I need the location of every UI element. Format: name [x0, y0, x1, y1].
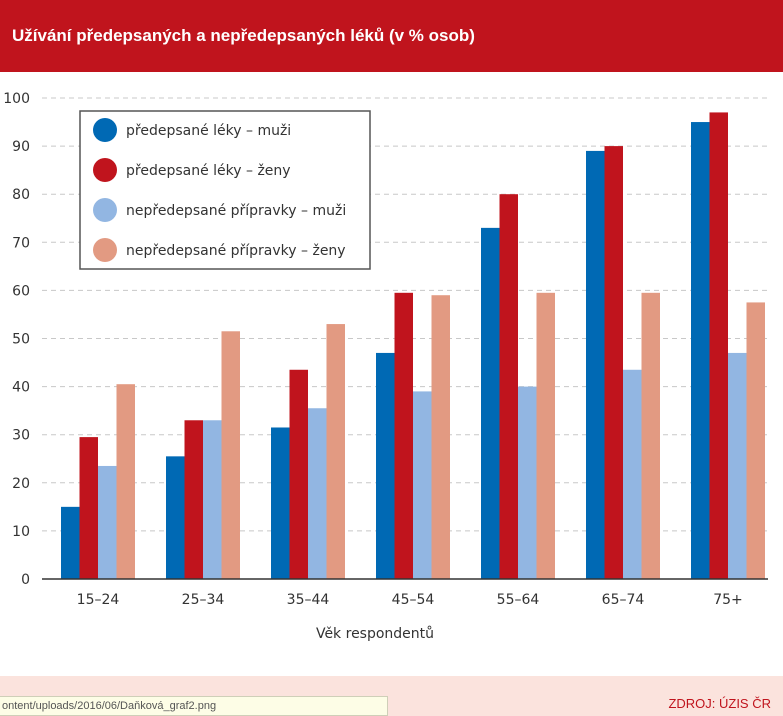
x-tick-label: 45–54: [392, 592, 435, 608]
y-tick-label: 100: [3, 91, 30, 107]
x-tick-label: 25–34: [182, 592, 225, 608]
bar: [326, 324, 345, 579]
bar: [431, 295, 450, 579]
legend-label: předepsané léky – ženy: [126, 163, 291, 179]
status-url: ontent/uploads/2016/06/Daňková_graf2.png: [2, 700, 217, 712]
x-axis-label: Věk respondentů: [316, 626, 434, 642]
x-tick-label: 75+: [713, 592, 743, 608]
bar: [709, 112, 728, 580]
bar: [746, 302, 765, 579]
bar: [61, 506, 80, 579]
bars: [61, 112, 765, 580]
legend-box: [79, 110, 371, 270]
y-tick-label: 10: [12, 524, 30, 540]
legend-swatch: [93, 158, 117, 182]
bar: [79, 437, 98, 579]
y-tick-label: 30: [12, 428, 30, 444]
y-tick-label: 20: [12, 476, 30, 492]
bar: [184, 420, 203, 579]
bar: [604, 146, 623, 579]
header-bar: Užívání předepsaných a nepředepsaných lé…: [0, 0, 783, 72]
y-tick-label: 90: [12, 139, 30, 155]
bar: [586, 150, 605, 579]
legend-label: předepsané léky – muži: [126, 123, 291, 139]
bar: [481, 227, 500, 579]
legend-swatch: [93, 198, 117, 222]
bar: [518, 386, 537, 579]
y-tick-label: 0: [21, 572, 30, 588]
bar: [308, 408, 327, 579]
bar: [166, 456, 185, 579]
x-tick-label: 65–74: [602, 592, 645, 608]
bar: [394, 292, 413, 579]
legend: předepsané léky – muži předepsané léky – …: [79, 110, 371, 270]
bar: [271, 427, 290, 579]
chart-title: Užívání předepsaných a nepředepsaných lé…: [12, 26, 475, 45]
bar: [536, 292, 555, 579]
browser-status-bar: ontent/uploads/2016/06/Daňková_graf2.png: [0, 696, 388, 716]
bar: [289, 369, 308, 579]
bar: [641, 292, 660, 579]
bar-chart: 0 10 20 30 40 50 60 70 80 90 100 15–24 25–34 35–44 45…: [3, 91, 768, 642]
x-tick-label: 35–44: [287, 592, 330, 608]
bar: [221, 331, 240, 579]
legend-swatch: [93, 118, 117, 142]
legend-swatch: [93, 238, 117, 262]
bar: [691, 122, 710, 580]
x-tick-label: 15–24: [77, 592, 120, 608]
bar: [499, 194, 518, 579]
source-note: ZDROJ: ÚZIS ČR: [668, 696, 771, 711]
y-tick-label: 60: [12, 283, 30, 299]
bar: [728, 352, 747, 579]
bar: [623, 369, 642, 579]
y-tick-label: 70: [12, 235, 30, 251]
y-axis-ticks: 0 10 20 30 40 50 60 70 80 90 100: [3, 91, 30, 588]
legend-label: nepředepsané přípravky – muži: [126, 203, 346, 219]
bar: [98, 465, 117, 579]
y-tick-label: 40: [12, 380, 30, 396]
y-tick-label: 80: [12, 187, 30, 203]
y-tick-label: 50: [12, 332, 30, 348]
x-axis-ticks: 15–24 25–34 35–44 45–54 55–64 65–74 75+: [77, 592, 743, 608]
legend-label: nepředepsané přípravky – ženy: [126, 243, 346, 259]
bar: [116, 384, 135, 579]
x-tick-label: 55–64: [497, 592, 540, 608]
bar: [413, 391, 432, 579]
bar: [203, 420, 222, 579]
bar: [376, 352, 395, 579]
